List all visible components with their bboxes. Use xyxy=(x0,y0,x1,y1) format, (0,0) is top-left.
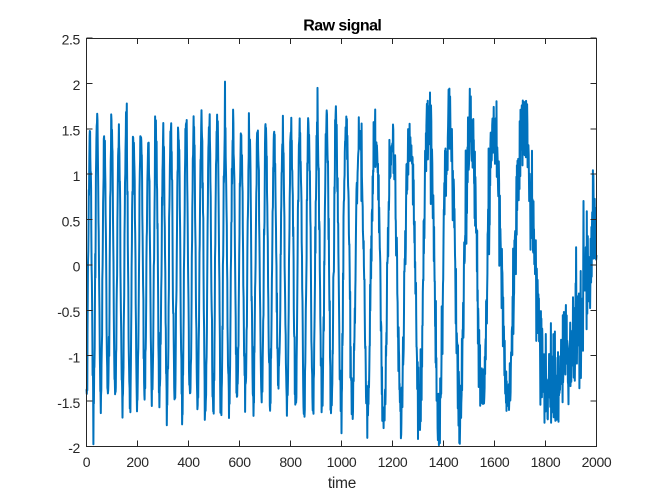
svg-text:-2: -2 xyxy=(68,440,80,456)
svg-text:1.5: 1.5 xyxy=(62,123,81,139)
svg-text:1600: 1600 xyxy=(480,454,510,470)
svg-text:600: 600 xyxy=(228,454,251,470)
svg-text:Raw signal: Raw signal xyxy=(303,18,381,35)
svg-text:1800: 1800 xyxy=(531,454,561,470)
svg-text:200: 200 xyxy=(126,454,149,470)
svg-text:2.5: 2.5 xyxy=(62,32,81,48)
svg-text:-1: -1 xyxy=(68,349,80,365)
svg-text:time: time xyxy=(328,475,356,492)
svg-text:0.5: 0.5 xyxy=(62,213,81,229)
svg-text:800: 800 xyxy=(279,454,302,470)
svg-text:1000: 1000 xyxy=(327,454,357,470)
svg-text:0: 0 xyxy=(73,259,81,275)
svg-text:-0.5: -0.5 xyxy=(57,304,80,320)
svg-text:0: 0 xyxy=(83,454,91,470)
svg-text:2: 2 xyxy=(73,77,81,93)
svg-text:-1.5: -1.5 xyxy=(57,395,80,411)
svg-text:400: 400 xyxy=(177,454,200,470)
svg-text:2000: 2000 xyxy=(582,454,612,470)
svg-text:1400: 1400 xyxy=(429,454,459,470)
svg-text:1200: 1200 xyxy=(378,454,408,470)
svg-text:1: 1 xyxy=(73,168,81,184)
